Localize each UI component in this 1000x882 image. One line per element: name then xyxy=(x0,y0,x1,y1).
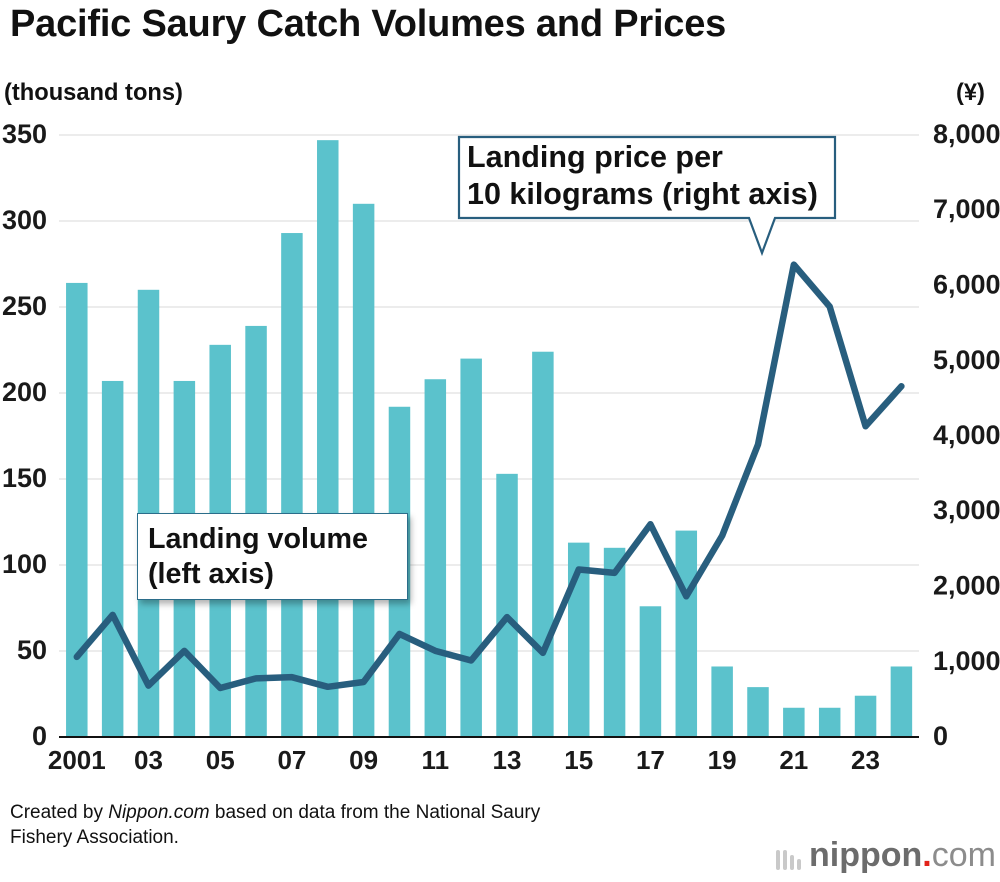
svg-text:2001: 2001 xyxy=(48,745,106,775)
svg-text:200: 200 xyxy=(2,377,47,407)
svg-text:50: 50 xyxy=(17,635,47,665)
svg-text:8,000: 8,000 xyxy=(933,119,1000,149)
svg-text:15: 15 xyxy=(564,745,593,775)
svg-text:100: 100 xyxy=(2,549,47,579)
svg-text:300: 300 xyxy=(2,205,47,235)
svg-text:1,000: 1,000 xyxy=(933,646,1000,676)
svg-text:0: 0 xyxy=(933,721,948,751)
svg-text:0: 0 xyxy=(32,721,47,751)
svg-text:5,000: 5,000 xyxy=(933,345,1000,375)
svg-text:3,000: 3,000 xyxy=(933,495,1000,525)
svg-text:2,000: 2,000 xyxy=(933,571,1000,601)
svg-text:350: 350 xyxy=(2,119,47,149)
svg-text:17: 17 xyxy=(636,745,665,775)
svg-text:21: 21 xyxy=(779,745,808,775)
svg-text:23: 23 xyxy=(851,745,880,775)
svg-text:09: 09 xyxy=(349,745,378,775)
svg-text:05: 05 xyxy=(206,745,235,775)
svg-text:13: 13 xyxy=(493,745,522,775)
svg-text:03: 03 xyxy=(134,745,163,775)
svg-text:19: 19 xyxy=(708,745,737,775)
svg-text:250: 250 xyxy=(2,291,47,321)
svg-text:150: 150 xyxy=(2,463,47,493)
svg-text:07: 07 xyxy=(277,745,306,775)
svg-text:4,000: 4,000 xyxy=(933,420,1000,450)
svg-text:6,000: 6,000 xyxy=(933,270,1000,300)
svg-text:11: 11 xyxy=(422,745,450,775)
svg-text:7,000: 7,000 xyxy=(933,194,1000,224)
